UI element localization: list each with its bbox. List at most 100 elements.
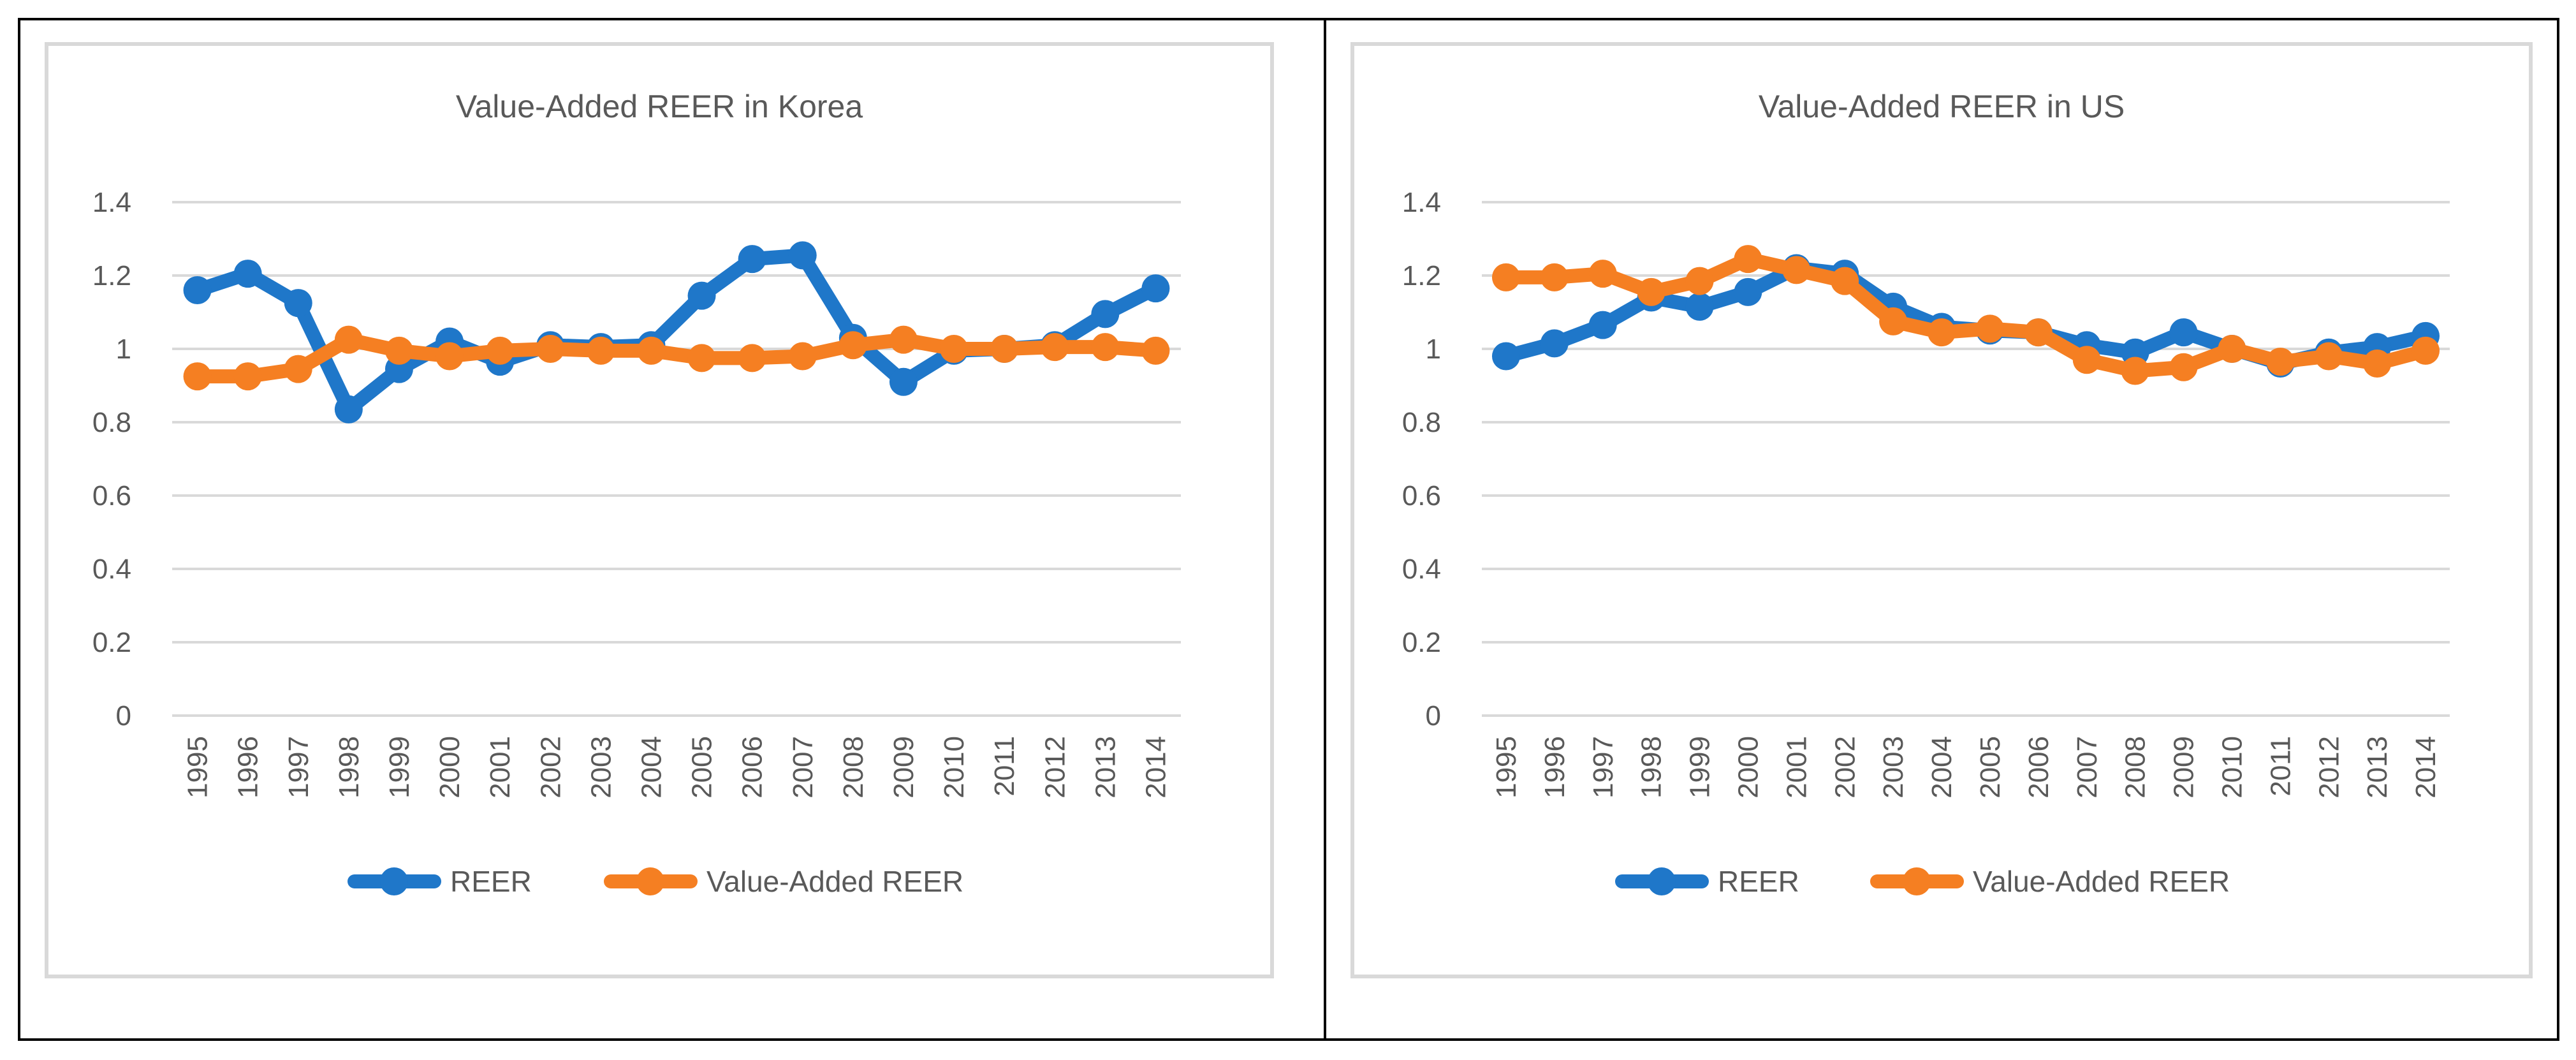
chart1-series-0-point	[1588, 311, 1617, 339]
chart0-series-0-point	[788, 241, 817, 270]
right-figure-frame	[1324, 18, 2559, 1041]
chart1-y-tick-label: 0.6	[1402, 480, 1441, 512]
chart1-series-1-point	[1928, 318, 1956, 347]
chart0-series-1-point	[990, 335, 1019, 363]
chart1-legend-swatch-marker	[1648, 867, 1676, 895]
chart1-series-1-point	[1879, 307, 1908, 335]
chart1-series-1-point	[2218, 335, 2246, 363]
chart1-series-1-point	[1491, 263, 1520, 291]
chart1-series-1-point	[2072, 346, 2101, 374]
chart1-y-tick-label: 1.4	[1402, 187, 1441, 218]
chart1-series-1-point	[1734, 245, 1762, 274]
chart-korea: Value-Added REER in Korea 0 0.2 0.4 0.6 0.8 1 1…	[45, 42, 1274, 978]
chart1-legend-label: Value-Added REER	[1973, 865, 2230, 898]
chart1-series-0-point	[1734, 277, 1762, 306]
chart0-legend-label: REER	[450, 865, 532, 898]
chart1-x-tick-label: 2012	[2313, 736, 2345, 799]
chart0-x-tick-label: 2013	[1090, 736, 1121, 799]
chart0-series-1-point	[637, 336, 666, 365]
chart0-series-1-point	[738, 344, 766, 372]
chart1-x-tick-label: 2009	[2169, 736, 2200, 799]
chart0-x-tick-label: 1995	[182, 736, 214, 799]
chart0-series-0-point	[1091, 300, 1120, 328]
chart1-series-1-point	[1831, 267, 1859, 295]
chart1-series-1-point	[1637, 277, 1665, 306]
chart0-series-1-point	[587, 336, 615, 365]
chart1-y-tick-label: 0.4	[1402, 554, 1441, 585]
chart1-y-tick-label: 0.2	[1402, 627, 1441, 658]
chart0-x-tick-label: 2000	[434, 736, 465, 799]
chart1-series-1-point	[2266, 348, 2295, 376]
chart0-series-1-point	[384, 336, 413, 365]
chart1-x-tick-label: 2011	[2265, 736, 2296, 797]
chart0-series-1-point	[687, 344, 716, 372]
chart0-series-1-point	[940, 335, 969, 363]
chart-us: Value-Added REER in US 0 0.2 0.4 0.6 0.8 1 1.2 1…	[1350, 42, 2533, 978]
chart1-y-tick-label: 0	[1426, 700, 1441, 732]
chart0-y-tick-label: 1.4	[92, 187, 131, 218]
chart0-series-1-point	[1041, 333, 1069, 362]
chart1-legend-label: REER	[1718, 865, 1799, 898]
chart0-x-tick-label: 1997	[283, 736, 314, 799]
chart0-x-tick-label: 2004	[636, 736, 667, 799]
chart1-series-1-point	[1540, 263, 1569, 291]
chart1-x-tick-label: 2010	[2216, 736, 2248, 799]
chart0-x-tick-label: 2006	[737, 736, 768, 799]
chart0-series-1-point	[1091, 333, 1120, 362]
chart1-series-0-point	[1491, 342, 1520, 371]
chart1-x-tick-label: 2007	[2072, 736, 2103, 799]
chart1-x-tick-label: 2008	[2120, 736, 2151, 799]
chart1-series-1-point	[2411, 336, 2440, 365]
chart0-series-1-point	[1141, 336, 1170, 365]
chart0-series-0-point	[687, 281, 716, 310]
chart1-x-tick-label: 1997	[1588, 736, 1619, 799]
chart0-legend-label: Value-Added REER	[706, 865, 963, 898]
chart0-x-tick-label: 2003	[585, 736, 617, 799]
chart0-series-0-point	[889, 367, 918, 396]
chart0-x-tick-label: 2014	[1140, 736, 1171, 799]
chart0-y-tick-label: 0.2	[92, 627, 131, 658]
chart0-x-tick-label: 2011	[989, 736, 1020, 797]
chart0-x-tick-label: 2007	[787, 736, 819, 799]
chart0-legend-swatch-marker	[380, 867, 408, 895]
chart0-x-tick-label: 2002	[535, 736, 566, 799]
chart0-x-tick-label: 2012	[1039, 736, 1071, 799]
chart0-series-1-point	[788, 342, 817, 371]
chart0-series-1-point	[233, 362, 262, 391]
chart0-series-0-point	[284, 289, 312, 318]
chart0-y-tick-label: 0	[116, 700, 131, 732]
chart1-x-tick-label: 1998	[1636, 736, 1667, 799]
chart0-series-1-point	[486, 336, 515, 365]
chart1-series-0-point	[1540, 329, 1569, 358]
chart0-x-tick-label: 2009	[888, 736, 919, 799]
chart1-title: Value-Added REER in US	[1759, 89, 2125, 124]
chart0-series-0-point	[334, 395, 363, 423]
chart1-y-tick-label: 1.2	[1402, 260, 1441, 291]
chart1-x-tick-label: 2000	[1732, 736, 1764, 799]
chart1-series-1-point	[2024, 318, 2053, 347]
chart1-y-tick-label: 0.8	[1402, 407, 1441, 438]
chart0-y-tick-label: 0.8	[92, 407, 131, 438]
chart1-x-tick-label: 1995	[1491, 736, 1522, 799]
chart1-series-0-point	[2169, 318, 2198, 347]
chart1-series-1-point	[2121, 357, 2149, 385]
chart1-x-tick-label: 2002	[1829, 736, 1861, 799]
chart1-x-tick-label: 2006	[2023, 736, 2054, 799]
chart1-series-1-point	[2315, 342, 2343, 371]
chart0-x-tick-label: 1999	[384, 736, 415, 799]
chart1-series-1-point	[1685, 267, 1714, 295]
chart1-x-tick-label: 1999	[1685, 736, 1716, 799]
chart0-series-1-point	[536, 335, 565, 363]
chart0-series-1-point	[889, 325, 918, 354]
chart0-title: Value-Added REER in Korea	[456, 89, 863, 124]
chart0-x-tick-label: 1998	[333, 736, 365, 799]
chart1-series-1-point	[2169, 353, 2198, 381]
chart1-x-tick-label: 2013	[2362, 736, 2393, 799]
chart0-y-tick-label: 0.4	[92, 554, 131, 585]
chart0-x-tick-label: 2008	[838, 736, 869, 799]
chart0-series-1-point	[838, 331, 867, 360]
chart0-y-tick-label: 0.6	[92, 480, 131, 512]
chart1-x-tick-label: 2014	[2410, 736, 2441, 799]
chart1-series-1-point	[1588, 260, 1617, 288]
chart1-series-1-point	[1782, 256, 1811, 284]
